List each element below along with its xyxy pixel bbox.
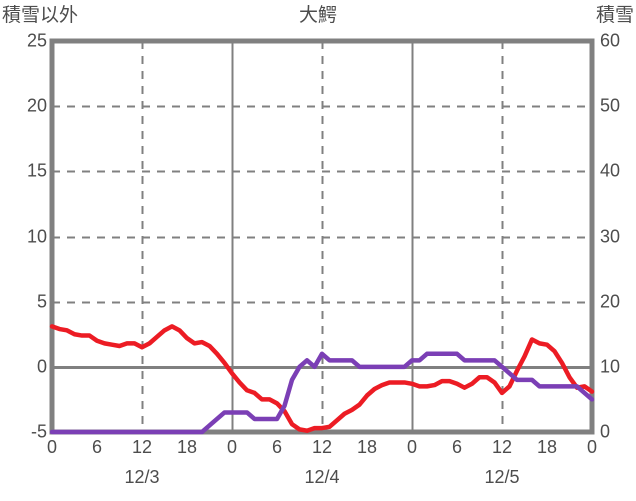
axis-frame	[49, 38, 595, 435]
x-axis-day-label: 12/4	[304, 467, 340, 487]
snow-depth-line	[49, 351, 595, 435]
x-axis-tick-label: 0	[46, 437, 57, 457]
left-axis-title: 積雪以外	[2, 5, 79, 26]
x-axis-tick-label: 0	[586, 437, 597, 457]
x-axis-tick-label: 18	[176, 437, 198, 457]
x-axis-tick-label: 18	[356, 437, 378, 457]
plot-frame	[49, 38, 595, 435]
y-axis-left-tick-label: 0	[36, 356, 47, 377]
y-axis-right-tick-label: 40	[600, 160, 621, 181]
page-title: 大鰐	[298, 5, 337, 26]
right-axis-title: 積雪	[595, 5, 634, 26]
non-snow-line	[49, 324, 595, 433]
y-axis-right-tick-label: 50	[600, 95, 621, 116]
gridlines	[52, 41, 592, 432]
x-axis-day-label: 12/3	[124, 467, 160, 487]
y-axis-left-tick-label: 25	[26, 30, 47, 51]
series-lines	[49, 324, 595, 435]
x-axis-tick-label: 6	[271, 437, 282, 457]
x-axis-tick-label: 12	[311, 437, 333, 457]
x-axis-day-label: 12/5	[484, 467, 520, 487]
y-axis-left-tick-label: 20	[26, 95, 47, 116]
x-axis-tick-label: 12	[491, 437, 513, 457]
x-axis-tick-label: 6	[91, 437, 102, 457]
y-axis-left-tick-label: 5	[36, 291, 47, 312]
y-axis-left-tick-label: 10	[26, 226, 47, 246]
y-axis-left-tick-label: -5	[30, 421, 47, 442]
y-axis-right-tick-label: 0	[600, 421, 611, 442]
x-axis-tick-label: 18	[536, 437, 558, 457]
y-axis-right-tick-label: 10	[600, 356, 621, 377]
x-axis-tick-label: 0	[226, 437, 237, 457]
y-axis-right-tick-label: 20	[600, 291, 621, 312]
y-axis-right-tick-label: 30	[600, 226, 621, 246]
x-axis-tick-label: 6	[451, 437, 462, 457]
y-axis-right-tick-label: 60	[600, 30, 621, 51]
y-axis-left-tick-label: 15	[26, 160, 47, 181]
x-axis-tick-label: 12	[131, 437, 153, 457]
x-axis-tick-label: 0	[406, 437, 417, 457]
